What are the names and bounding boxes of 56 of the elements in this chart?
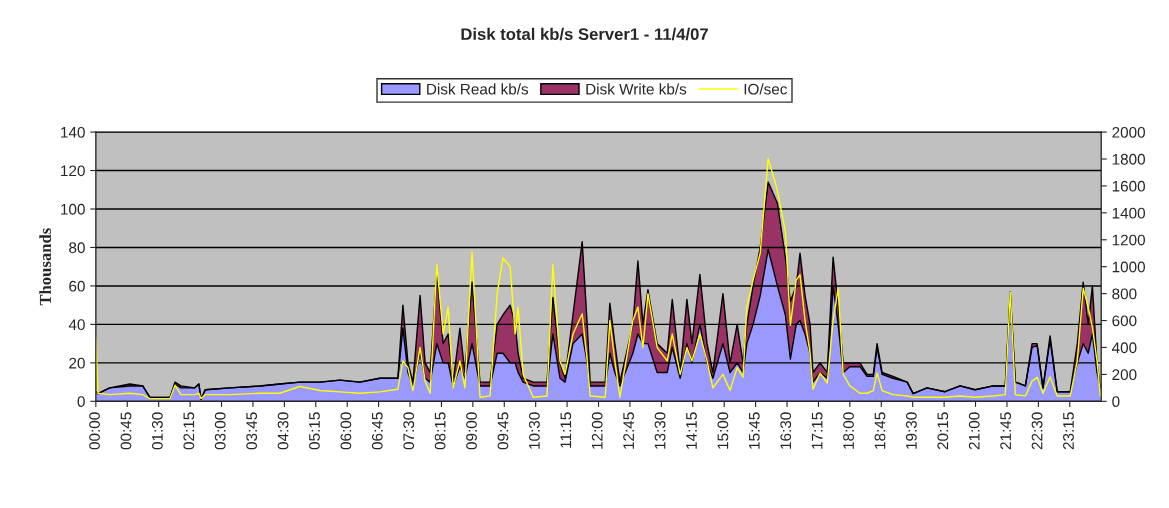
x-tick-label: 13:30: [654, 412, 666, 449]
y2-tick-label: 800: [1112, 288, 1137, 300]
legend-label: Disk Read kb/s: [427, 83, 529, 95]
x-tick-label: 03:00: [214, 412, 226, 450]
y2-tick-label: 1000: [1112, 261, 1145, 273]
legend-label: IO/sec: [744, 83, 788, 95]
x-tick-label: 01:30: [151, 412, 163, 450]
y-tick-label: 140: [61, 126, 85, 138]
y2-tick-label: 0: [1112, 396, 1120, 408]
x-tick-label: 14:15: [686, 412, 697, 449]
x-tick-label: 12:00: [591, 412, 603, 449]
y2-tick-label: 600: [1112, 315, 1137, 327]
x-tick-label: 06:45: [371, 412, 383, 450]
x-tick-label: 07:30: [403, 412, 415, 450]
y2-tick-label: 400: [1111, 342, 1137, 354]
x-tick-label: 16:30: [780, 412, 792, 449]
x-tick-label: 09:00: [466, 412, 477, 450]
x-tick-label: 15:45: [749, 412, 760, 449]
x-tick-label: 12:45: [623, 412, 635, 449]
legend-label: Disk Write kb/s: [586, 83, 687, 95]
y-tick-label: 80: [69, 242, 85, 254]
y-tick-label: 40: [68, 319, 85, 331]
x-tick-label: 18:00: [843, 412, 854, 449]
x-tick-label: 06:00: [340, 412, 352, 450]
x-tick-label: 00:45: [120, 412, 132, 450]
x-tick-label: 08:15: [434, 412, 446, 450]
x-tick-label: 09:45: [497, 412, 509, 450]
y-tick-label: 60: [69, 280, 85, 292]
y2-tick-label: 1400: [1112, 207, 1145, 219]
x-tick-label: 19:30: [905, 412, 917, 449]
x-tick-label: 22:30: [1031, 412, 1043, 450]
x-tick-label: 15:00: [717, 412, 729, 449]
y-axis-title: Thousands: [39, 228, 52, 306]
x-tick-label: 05:15: [309, 412, 320, 450]
y2-tick-label: 200: [1112, 369, 1137, 381]
x-tick-label: 20:15: [937, 412, 949, 450]
x-tick-label: 03:45: [246, 412, 258, 450]
x-tick-label: 10:30: [528, 412, 540, 449]
x-tick-label: 21:00: [968, 412, 980, 450]
y2-tick-label: 1200: [1112, 234, 1145, 246]
y2-tick-label: 1600: [1112, 180, 1145, 192]
y2-tick-label: 2000: [1112, 126, 1145, 138]
x-tick-label: 00:00: [89, 412, 100, 450]
chart-title: Disk total kb/s Server1 - 11/4/07: [461, 27, 708, 41]
y-tick-label: 20: [69, 357, 85, 369]
x-tick-label: 18:45: [874, 412, 886, 449]
y-tick-label: 120: [61, 165, 85, 177]
x-tick-label: 21:45: [1000, 412, 1012, 450]
x-tick-label: 04:30: [277, 412, 289, 450]
y2-tick-label: 1800: [1112, 153, 1145, 165]
x-tick-label: 02:15: [183, 412, 195, 450]
x-tick-label: 23:15: [1063, 412, 1074, 450]
x-tick-label: 11:15: [560, 412, 572, 448]
y-tick-label: 0: [77, 396, 85, 408]
y-tick-label: 100: [61, 203, 85, 215]
x-tick-label: 17:15: [811, 412, 823, 449]
